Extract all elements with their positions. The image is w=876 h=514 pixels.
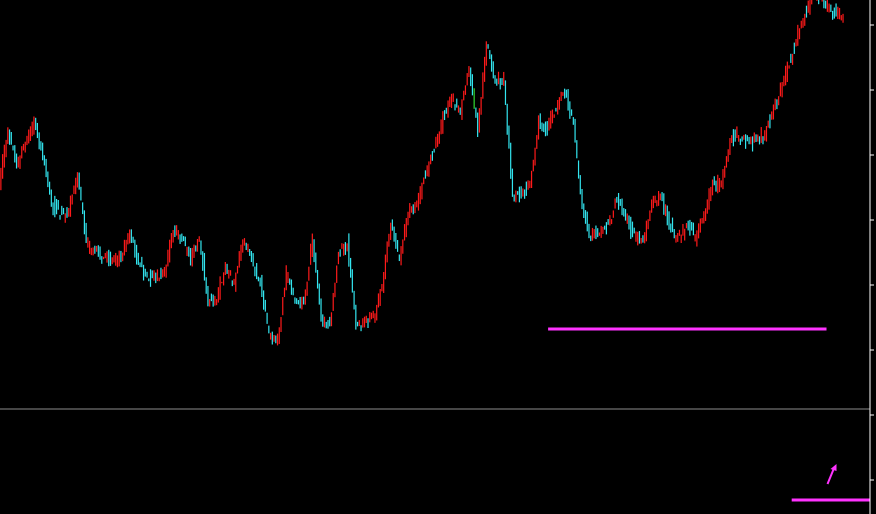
price-axis: [869, 0, 874, 514]
overlays-layer: [0, 327, 870, 502]
candles-layer: [0, 0, 844, 346]
arrow-up-icon: [826, 464, 837, 485]
